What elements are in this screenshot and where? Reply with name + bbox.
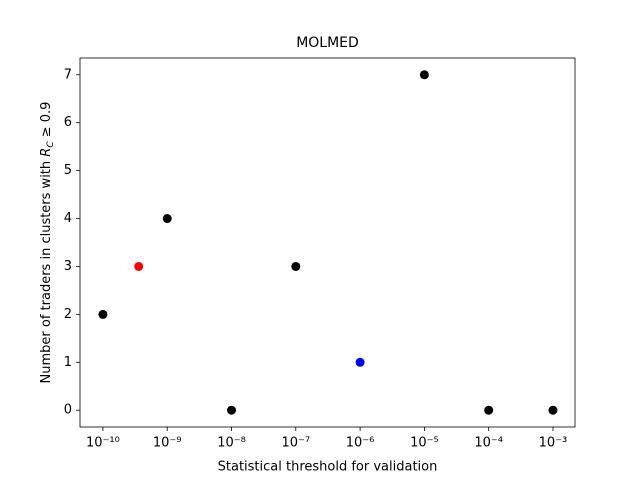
y-tick-label: 5 [64,163,72,178]
y-tick-label: 6 [64,115,72,130]
y-tick-label: 7 [64,67,72,82]
point [548,405,558,415]
point [484,405,494,415]
x-tick-label: 10⁻¹⁰ [86,436,120,451]
point [162,214,172,224]
y-axis-label: Number of traders in clusters with RC ≥ … [39,102,56,384]
point [134,261,144,271]
x-tick-label: 10⁻⁹ [153,436,182,451]
x-axis-label: Statistical threshold for validation [218,460,438,475]
x-tick-label: 10⁻⁶ [346,436,375,451]
chart-title: MOLMED [296,35,359,51]
point [98,309,108,319]
point [419,70,429,80]
x-tick-label: 10⁻⁵ [410,436,439,451]
y-label-symbol: R [39,148,54,157]
point [291,261,301,271]
point [227,405,237,415]
y-tick-label: 2 [64,307,72,322]
x-tick-label: 10⁻⁷ [281,436,310,451]
point [355,357,365,367]
axes-frame [79,57,576,428]
x-tick-label: 10⁻⁴ [474,436,503,451]
y-tick-label: 3 [64,259,72,274]
y-label-subscript: C [46,141,56,148]
y-tick-label: 4 [64,211,72,226]
y-label-text: Number of traders in clusters with [39,157,54,384]
y-tick-label: 1 [64,355,72,370]
y-tick-label: 0 [64,403,72,418]
x-tick-label: 10⁻⁸ [217,436,246,451]
x-tick-label: 10⁻³ [539,436,568,451]
y-label-rest: ≥ 0.9 [39,102,54,142]
